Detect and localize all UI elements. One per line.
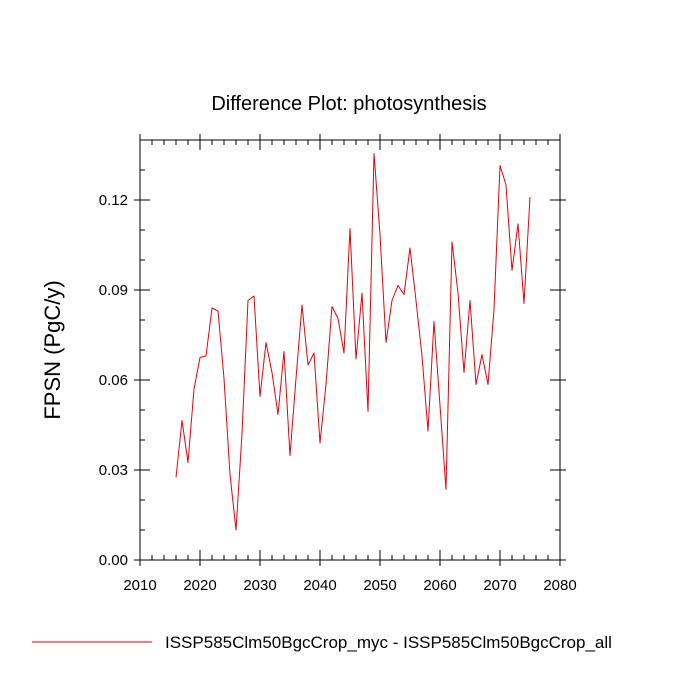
y-tick-label: 0.12 [99,192,128,209]
plot-frame [139,139,561,561]
y-tick-label: 0.09 [99,282,128,299]
chart-title: Difference Plot: photosynthesis [211,93,486,115]
legend-entry-label: ISSP585Clm50BgcCrop_myc - ISSP585Clm50Bg… [165,633,612,652]
x-tick-label: 2010 [123,577,156,594]
y-axis-label: FPSN (PgC/y) [40,280,65,419]
x-tick-label: 2060 [423,577,456,594]
y-tick-label: 0.03 [99,462,128,479]
y-tick-label: 0.00 [99,552,128,569]
series-line-0 [175,153,531,531]
legend: ISSP585Clm50BgcCrop_myc - ISSP585Clm50Bg… [32,633,612,652]
axis-tick-labels: 2010 2020 2030 2040 2050 2060 2070 2080 0.00 0.03… [99,192,577,594]
series-lines [175,153,531,531]
x-tick-label: 2070 [483,577,516,594]
x-tick-label: 2030 [243,577,276,594]
x-tick-label: 2050 [363,577,396,594]
x-tick-label: 2080 [543,577,576,594]
x-tick-label: 2020 [183,577,216,594]
y-tick-label: 0.06 [99,372,128,389]
x-tick-label: 2040 [303,577,336,594]
axis-ticks [134,134,566,566]
